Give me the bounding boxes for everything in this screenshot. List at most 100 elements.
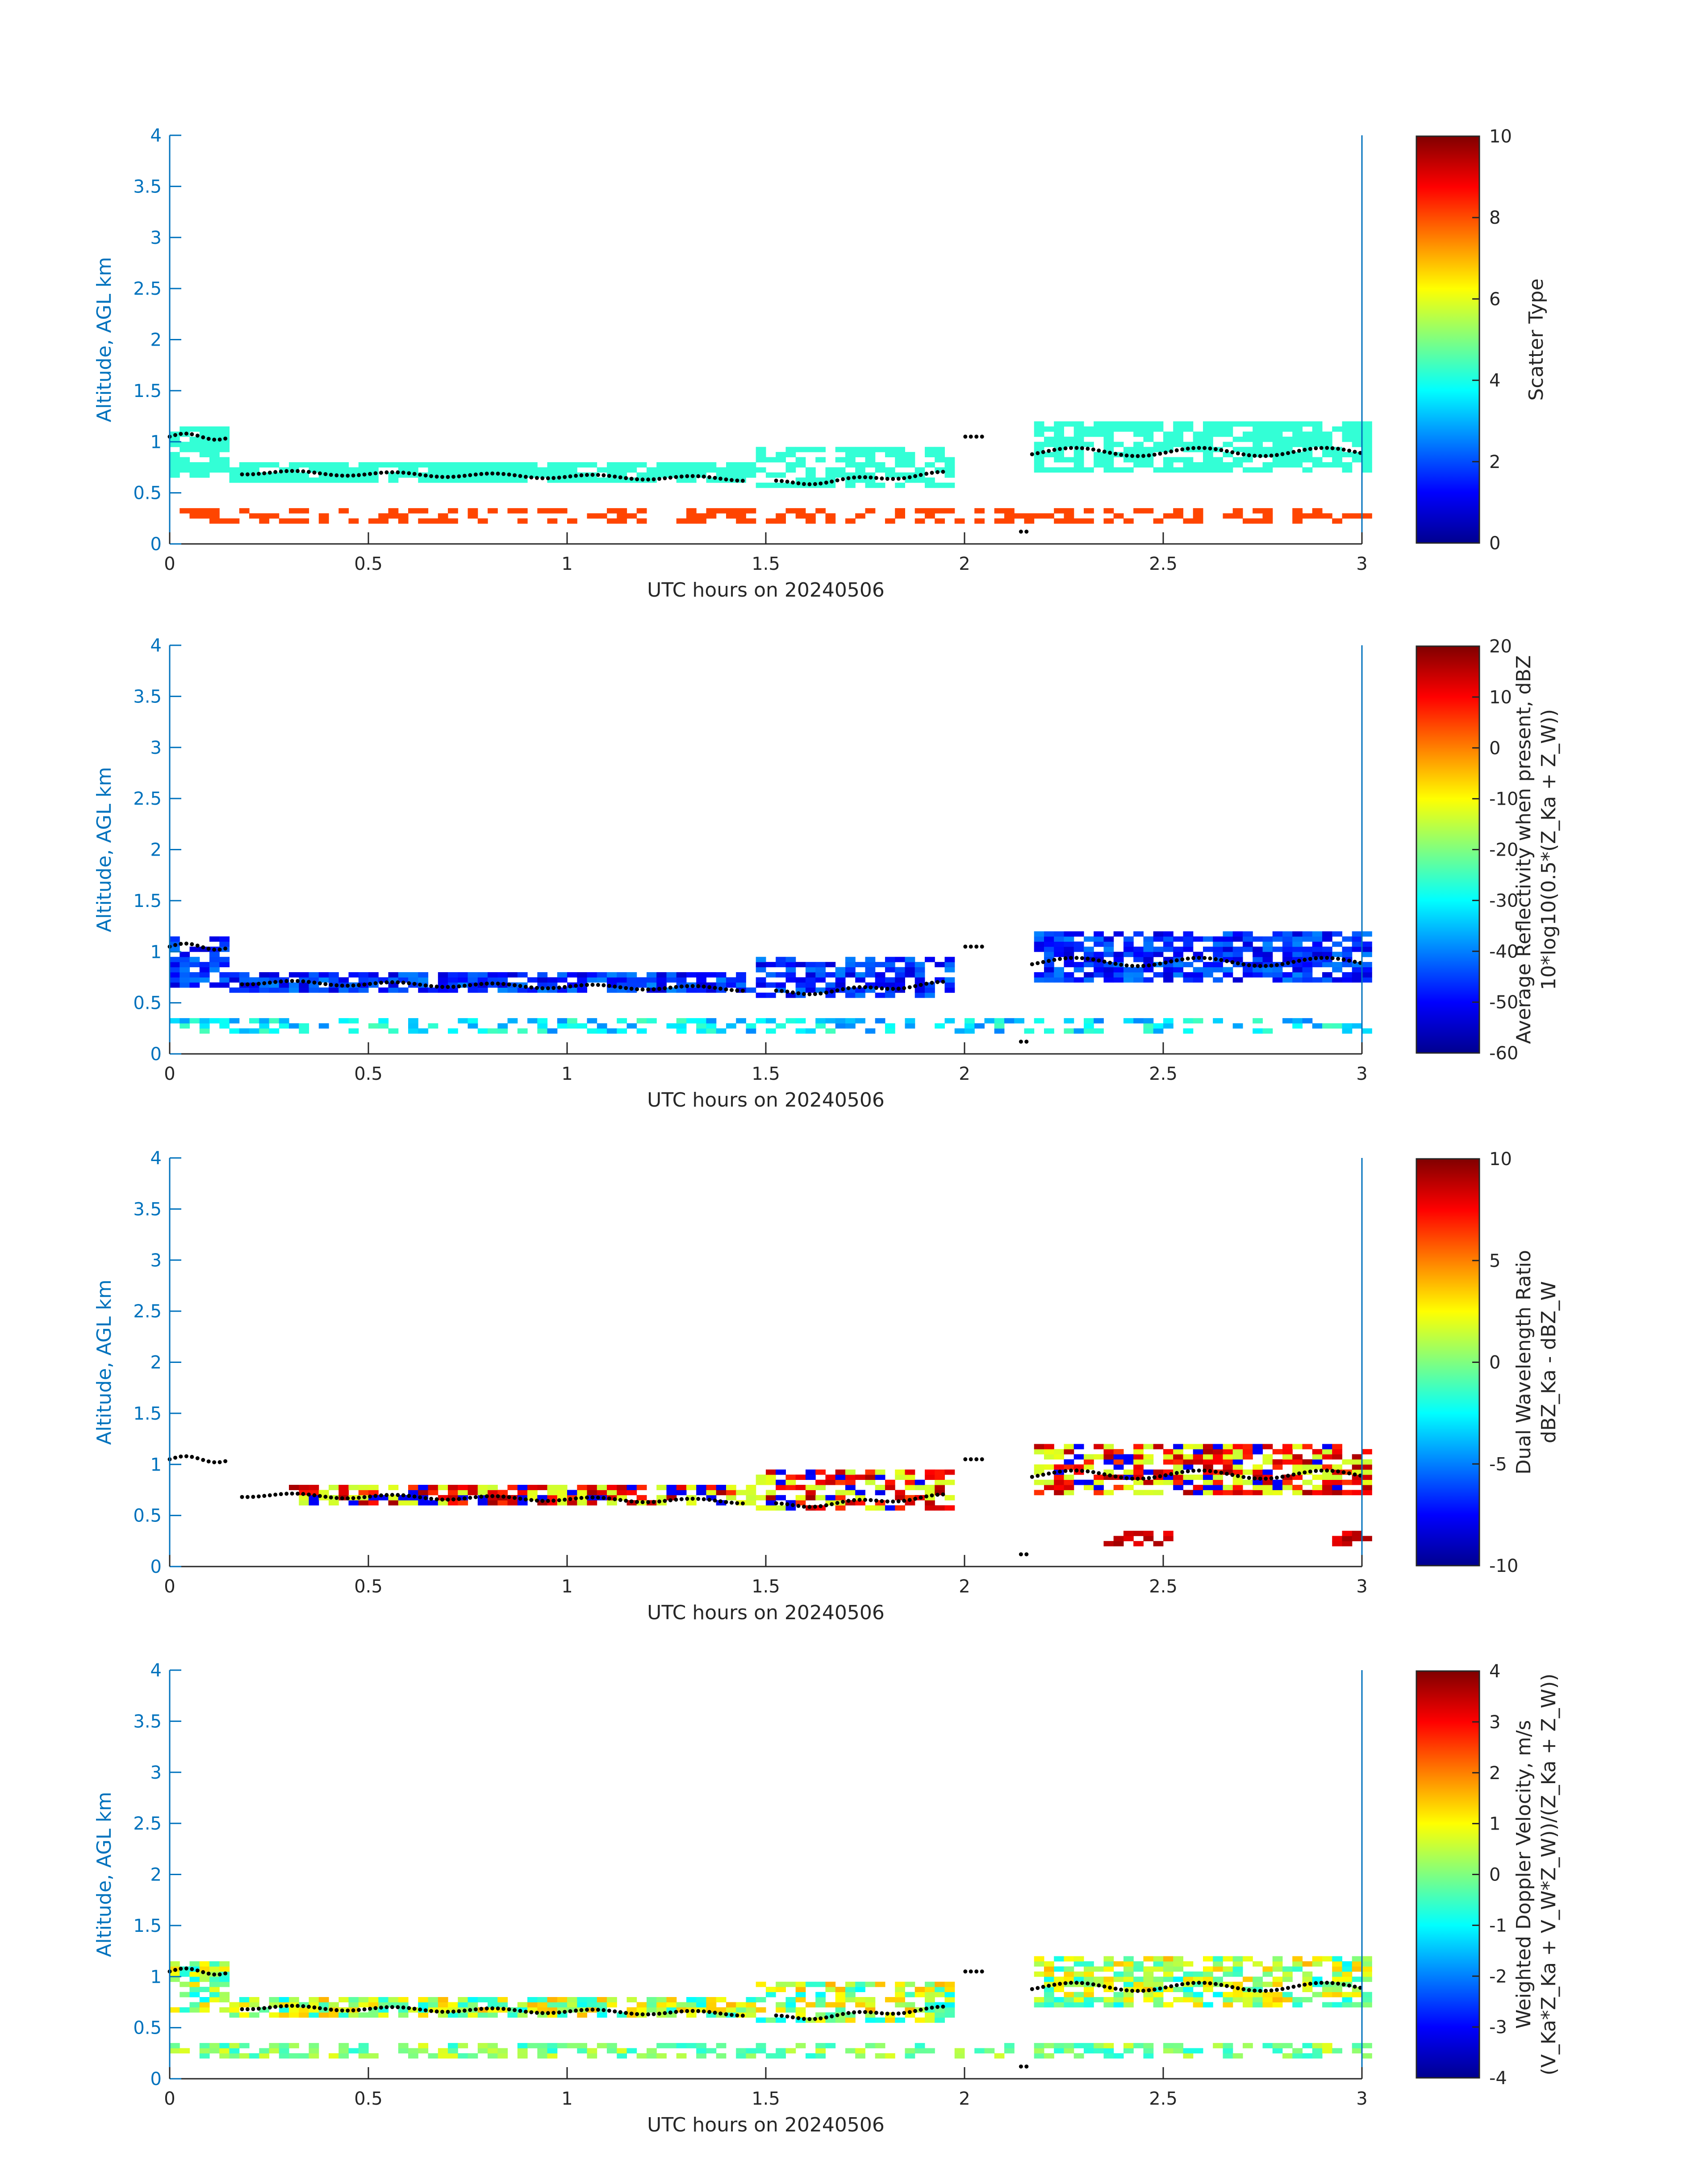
heatmap-cell bbox=[1223, 1971, 1233, 1977]
colorbar-label: dBZ_Ka - dBZ_W bbox=[1537, 1281, 1560, 1443]
heatmap-cell bbox=[537, 467, 548, 473]
heatmap-cell bbox=[1232, 1966, 1243, 1972]
heatmap-cell bbox=[1064, 952, 1074, 957]
heatmap-cell bbox=[1342, 1023, 1353, 1029]
heatmap-cell bbox=[1203, 426, 1213, 432]
heatmap-cell bbox=[219, 936, 230, 942]
heatmap-cell bbox=[517, 1495, 528, 1500]
heatmap-cell bbox=[1262, 1997, 1273, 2002]
heatmap-cell bbox=[418, 518, 429, 524]
heatmap-cell bbox=[706, 2048, 717, 2054]
marker-dot bbox=[513, 473, 517, 477]
heatmap-cell bbox=[408, 977, 418, 983]
heatmap-cell bbox=[1153, 1981, 1164, 1987]
heatmap-cell bbox=[825, 992, 836, 998]
marker-dot bbox=[373, 981, 378, 986]
heatmap-cell bbox=[1302, 972, 1313, 978]
heatmap-cell bbox=[825, 1479, 836, 1485]
heatmap-cell bbox=[1143, 1479, 1154, 1485]
marker-dot bbox=[1152, 452, 1157, 457]
heatmap-cell bbox=[1143, 1956, 1154, 1962]
heatmap-cell bbox=[497, 972, 508, 978]
heatmap-cell bbox=[1123, 1475, 1134, 1480]
heatmap-cell bbox=[1173, 508, 1183, 514]
heatmap-cell bbox=[279, 987, 289, 993]
heatmap-cell bbox=[1094, 941, 1104, 947]
heatmap-cell bbox=[1183, 1459, 1194, 1465]
heatmap-cell bbox=[1143, 457, 1154, 463]
heatmap-cell bbox=[1362, 431, 1372, 437]
heatmap-cell bbox=[1173, 457, 1183, 463]
heatmap-cell bbox=[1232, 1997, 1243, 2002]
heatmap-cell bbox=[1232, 1444, 1243, 1450]
heatmap-cell bbox=[925, 957, 935, 962]
heatmap-cell bbox=[1173, 426, 1183, 432]
heatmap-cell bbox=[726, 1490, 736, 1496]
heatmap-cell bbox=[756, 1981, 766, 1987]
marker-dot bbox=[713, 2010, 717, 2015]
heatmap-cell bbox=[468, 477, 478, 483]
heatmap-cell bbox=[1312, 426, 1323, 432]
heatmap-cell bbox=[746, 2048, 756, 2054]
marker-dot bbox=[479, 982, 484, 986]
heatmap-cell bbox=[249, 987, 259, 993]
marker-dot bbox=[590, 472, 595, 477]
heatmap-cell bbox=[1282, 1485, 1293, 1490]
heatmap-cell bbox=[1322, 962, 1332, 967]
heatmap-cell bbox=[795, 2017, 806, 2023]
heatmap-cell bbox=[1362, 1028, 1372, 1034]
marker-dot bbox=[585, 473, 589, 477]
heatmap-cell bbox=[1044, 952, 1054, 957]
heatmap-cell bbox=[338, 1485, 349, 1490]
heatmap-cell bbox=[1332, 462, 1342, 468]
marker-dot bbox=[718, 986, 722, 991]
marker-dot bbox=[446, 2010, 450, 2014]
heatmap-cell bbox=[736, 467, 746, 473]
marker-dot bbox=[1174, 1471, 1179, 1475]
heatmap-cell bbox=[1302, 1976, 1313, 1982]
heatmap-cell bbox=[795, 982, 806, 988]
marker-dot bbox=[924, 1494, 929, 1499]
heatmap-cell bbox=[1064, 442, 1074, 447]
heatmap-cell bbox=[845, 1469, 856, 1475]
heatmap-cell bbox=[348, 987, 359, 993]
heatmap-cell bbox=[1302, 931, 1313, 937]
heatmap-cell bbox=[1332, 952, 1342, 957]
heatmap-cell bbox=[418, 2007, 429, 2013]
heatmap-cell bbox=[577, 2002, 587, 2008]
heatmap-cell bbox=[1322, 936, 1332, 942]
heatmap-cell bbox=[1292, 2002, 1303, 2008]
heatmap-cell bbox=[1133, 946, 1144, 952]
marker-dot bbox=[651, 477, 656, 481]
heatmap-cell bbox=[1362, 1536, 1372, 1542]
heatmap-cell bbox=[1103, 967, 1114, 973]
heatmap-cell bbox=[1272, 431, 1283, 437]
heatmap-cell bbox=[587, 972, 597, 978]
heatmap-cell bbox=[885, 1023, 895, 1029]
marker-dot bbox=[1347, 1471, 1351, 1475]
marker-dot bbox=[401, 980, 405, 985]
y-tick-label: 1.5 bbox=[133, 381, 162, 401]
heatmap-cell bbox=[1223, 1997, 1233, 2002]
marker-dot bbox=[1180, 957, 1185, 961]
heatmap-cell bbox=[895, 2017, 905, 2023]
heatmap-cell bbox=[567, 1490, 577, 1496]
heatmap-cell bbox=[199, 967, 210, 973]
heatmap-cell bbox=[806, 2002, 816, 2008]
marker-dot bbox=[1036, 1474, 1040, 1478]
marker-dot bbox=[969, 435, 973, 439]
heatmap-cell bbox=[855, 467, 865, 473]
heatmap-cell bbox=[229, 987, 240, 993]
marker-dot bbox=[1141, 454, 1145, 458]
marker-dot bbox=[913, 474, 918, 478]
y-axis-label: Altitude, AGL km bbox=[93, 1792, 116, 1957]
heatmap-cell bbox=[527, 2043, 538, 2048]
heatmap-cell bbox=[795, 477, 806, 483]
marker-dot bbox=[1353, 1985, 1357, 1989]
heatmap-cell bbox=[756, 982, 766, 988]
heatmap-cell bbox=[726, 982, 736, 988]
heatmap-cell bbox=[1054, 467, 1064, 473]
heatmap-cell bbox=[1203, 1464, 1213, 1470]
heatmap-cell bbox=[845, 1018, 856, 1024]
heatmap-cell bbox=[726, 1485, 736, 1490]
